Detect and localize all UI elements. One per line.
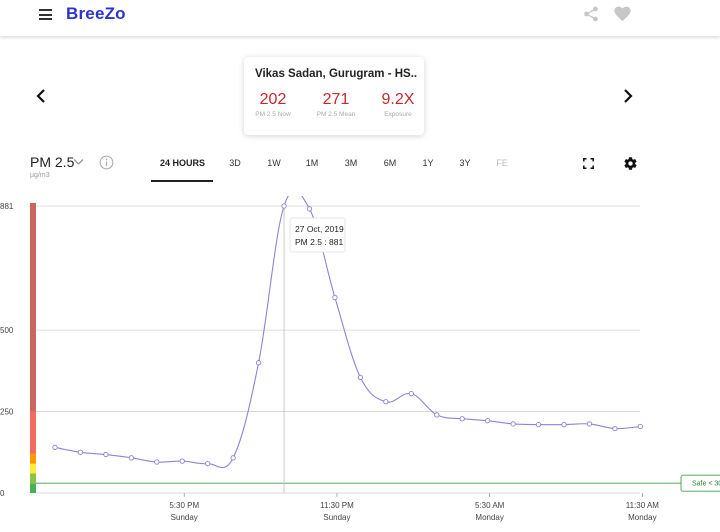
- app-header: BreeZo: [0, 0, 720, 36]
- data-point[interactable]: [128, 455, 135, 461]
- tab-3m[interactable]: 3M: [344, 158, 358, 168]
- stat-label: Exposure: [384, 111, 412, 118]
- stat-exposure: 9.2X Exposure: [368, 91, 428, 118]
- y-tick-label: 250: [0, 408, 14, 417]
- chevron-down-icon[interactable]: [73, 158, 84, 166]
- tab-24-hours[interactable]: 24 HOURS: [159, 158, 205, 168]
- data-point[interactable]: [484, 418, 491, 424]
- aqi-band-2: [30, 463, 36, 474]
- tab-1m[interactable]: 1M: [305, 158, 319, 168]
- data-point[interactable]: [205, 461, 211, 467]
- tooltip-value: PM 2.5 : 881: [295, 237, 343, 247]
- heart-icon[interactable]: [614, 6, 631, 22]
- data-point[interactable]: [586, 421, 593, 427]
- x-tick-day: Monday: [628, 513, 656, 522]
- aqi-band-5: [30, 203, 36, 412]
- chart-gridlines: [36, 205, 640, 494]
- safe-limit-line: Safe < 30: [36, 474, 720, 492]
- tooltip-date: 27 Oct, 2019: [295, 224, 344, 234]
- stat-label: PM 2.5 Mean: [316, 111, 356, 118]
- data-point[interactable]: [103, 451, 109, 458]
- y-axis-ticks: 0 250 500 881: [0, 202, 14, 498]
- pm25-data-points: [52, 203, 643, 467]
- data-point[interactable]: [408, 390, 414, 397]
- data-point[interactable]: [52, 444, 58, 451]
- info-icon[interactable]: [99, 155, 114, 170]
- data-point[interactable]: [510, 421, 516, 427]
- y-tick-label: 500: [0, 326, 14, 335]
- unit-label: μg/m3: [30, 172, 50, 179]
- tab-3y[interactable]: 3Y: [459, 158, 471, 168]
- tooltip-box: [289, 217, 346, 253]
- data-point[interactable]: [77, 449, 84, 455]
- aqi-band-3: [30, 453, 36, 464]
- y-tick-label: 0: [0, 489, 5, 498]
- data-point[interactable]: [383, 399, 389, 405]
- safe-limit-label: Safe < 30: [692, 481, 720, 488]
- previous-location-arrow-icon[interactable]: [34, 88, 48, 104]
- data-point[interactable]: [561, 421, 567, 428]
- x-tick-day: Monday: [475, 513, 503, 522]
- active-tab-indicator: [151, 180, 213, 182]
- data-point[interactable]: [535, 421, 542, 428]
- tab-1y[interactable]: 1Y: [422, 158, 434, 168]
- data-point[interactable]: [332, 294, 338, 301]
- x-tick-day: Sunday: [171, 513, 198, 522]
- data-point[interactable]: [357, 374, 364, 381]
- aqi-color-bands: [30, 203, 36, 493]
- data-tooltip: 27 Oct, 2019 PM 2.5 : 881: [289, 217, 346, 253]
- data-point[interactable]: [637, 423, 643, 430]
- x-axis-ticks: 5:30 PM Sunday 11:30 PM Sunday 5:30 AM Monday…: [169, 493, 659, 522]
- pm25-series-line: [54, 196, 641, 469]
- aqi-band-4: [30, 411, 36, 454]
- data-point[interactable]: [154, 459, 160, 465]
- x-tick-time: 11:30 PM: [320, 501, 354, 510]
- stat-value: 271: [322, 91, 350, 108]
- location-title[interactable]: Vikas Sadan, Gurugram - HS...: [255, 68, 417, 80]
- stat-pm25-mean: 271 PM 2.5 Mean: [306, 91, 366, 118]
- x-tick-time: 5:30 AM: [475, 501, 505, 510]
- data-point[interactable]: [179, 458, 185, 464]
- y-tick-label: 881: [0, 202, 14, 211]
- tab-1w[interactable]: 1W: [267, 158, 281, 168]
- aqi-band-1: [30, 473, 36, 484]
- safe-limit-badge: [680, 474, 720, 492]
- x-tick-day: Sunday: [323, 513, 350, 522]
- stat-value: 9.2X: [381, 91, 415, 108]
- aqi-band-0: [30, 483, 36, 493]
- stat-label: PM 2.5 Now: [255, 111, 291, 118]
- stat-pm25-now: 202 PM 2.5 Now: [243, 91, 303, 118]
- tab-6m[interactable]: 6M: [383, 158, 397, 168]
- next-location-arrow-icon[interactable]: [621, 88, 635, 104]
- data-point[interactable]: [612, 425, 618, 432]
- location-card: Vikas Sadan, Gurugram - HS... 202 PM 2.5…: [244, 57, 424, 135]
- data-point[interactable]: [255, 360, 262, 366]
- tab-fe: FE: [496, 158, 508, 168]
- fullscreen-icon[interactable]: [583, 158, 594, 169]
- share-icon[interactable]: [583, 6, 599, 22]
- data-point[interactable]: [306, 206, 313, 212]
- x-tick-time: 11:30 AM: [626, 501, 660, 510]
- data-point[interactable]: [230, 455, 236, 461]
- parameter-selector[interactable]: PM 2.5: [30, 154, 75, 170]
- data-point[interactable]: [434, 412, 440, 418]
- x-tick-time: 5:30 PM: [169, 501, 199, 510]
- data-point[interactable]: [281, 203, 287, 209]
- menu-icon[interactable]: [39, 9, 52, 20]
- tab-3d[interactable]: 3D: [229, 158, 241, 168]
- gear-icon[interactable]: [623, 156, 638, 171]
- brand-logo[interactable]: BreeZo: [66, 4, 126, 23]
- data-point[interactable]: [459, 416, 465, 422]
- stat-value: 202: [259, 91, 287, 108]
